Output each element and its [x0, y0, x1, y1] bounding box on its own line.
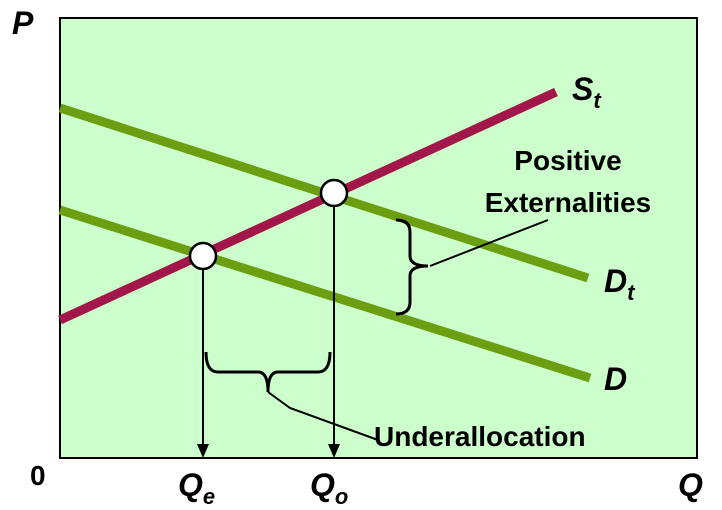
equilibrium-point: [188, 241, 218, 271]
demand-curve: [58, 205, 592, 383]
qo-label: Qo: [310, 467, 348, 509]
qe-label-main: Q: [178, 467, 203, 503]
social-demand-label-sub: t: [627, 280, 636, 305]
demand-label: D: [604, 361, 627, 397]
qe-label-sub: e: [203, 484, 215, 509]
externality-pointer: [429, 219, 549, 267]
qo-label-main: Q: [310, 467, 335, 503]
supply-label-sub: t: [593, 88, 602, 113]
optimal-point: [319, 178, 349, 208]
supply-label-main: S: [572, 71, 594, 107]
qe-arrow-head: [197, 444, 209, 458]
qo-label-sub: o: [335, 484, 348, 509]
x-axis-label: Q: [678, 467, 703, 503]
qe-label: Qe: [178, 467, 215, 509]
y-axis-label: P: [12, 5, 34, 41]
social-demand-label-main: D: [604, 263, 627, 299]
externalities-label-line1: Positive: [514, 145, 621, 176]
underallocation-pointer: [267, 391, 379, 441]
externalities-label-line2: Externalities: [485, 187, 652, 218]
externality-brace: [395, 218, 429, 316]
supply-curve: [58, 87, 558, 325]
origin-label: 0: [30, 460, 46, 491]
social-demand-label: Dt: [604, 263, 636, 305]
plot-area: [59, 17, 698, 459]
supply-label: St: [572, 71, 602, 113]
underallocation-label: Underallocation: [374, 421, 586, 452]
qo-arrow-head: [328, 444, 340, 458]
